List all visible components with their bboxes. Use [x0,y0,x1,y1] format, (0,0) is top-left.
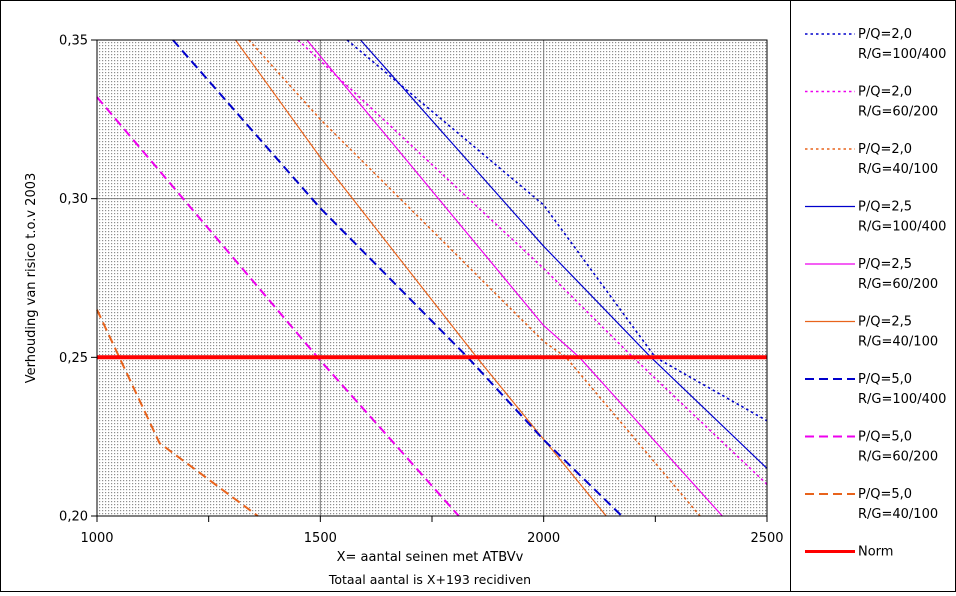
series-line-5 [306,39,723,517]
series-line-1 [346,39,768,422]
legend-item: P/Q=2,5 R/G=40/100 [805,315,938,350]
series-line-2 [297,39,768,485]
legend-label: R/G=60/200 [858,450,938,465]
legend-item: P/Q=5,0 R/G=60/200 [805,430,938,465]
legend-label: P/Q=2,5 [858,200,912,215]
series-line-7 [172,39,623,517]
y-tick-label: 0,30 [59,192,88,207]
legend-label: R/G=40/100 [858,162,938,177]
legend-item: P/Q=5,0 R/G=100/400 [805,372,946,407]
legend-item: Norm [805,545,893,560]
legend-label: P/Q=2,5 [858,257,912,272]
legend-label: R/G=40/100 [858,335,938,350]
y-tick-label: 0,25 [59,351,88,366]
x-axis-subtitle: Totaal aantal is X+193 recidiven [328,572,531,587]
series-line-6 [235,39,607,517]
legend-label: P/Q=2,5 [858,315,912,330]
y-tick-label: 0,35 [59,34,88,49]
series-layer [96,39,768,517]
legend: P/Q=2,0R/G=100/400P/Q=2,0R/G=60/200P/Q=2… [805,27,946,560]
legend-label: P/Q=5,0 [858,487,912,502]
legend-item: P/Q=5,0 R/G=40/100 [805,487,938,522]
legend-label: R/G=100/400 [858,47,946,62]
axes: 1000 1500 2000 2500 0,20 0,25 0,30 0,35 [59,34,784,547]
x-tick-label: 1000 [80,531,113,546]
legend-label: R/G=60/200 [858,105,938,120]
legend-item: P/Q=2,0 R/G=40/100 [805,142,938,177]
x-tick-label: 2500 [750,531,783,546]
series-line-8 [96,96,460,517]
legend-label: P/Q=2,0 [858,85,912,100]
legend-item: P/Q=2,5 R/G=100/400 [805,200,946,235]
x-tick-label: 2000 [527,531,560,546]
legend-label: R/G=100/400 [858,392,946,407]
legend-item: P/Q=2,5 R/G=60/200 [805,257,938,292]
legend-label: R/G=100/400 [858,220,946,235]
legend-item: P/Q=2,0 R/G=60/200 [805,85,938,120]
legend-label: P/Q=5,0 [858,372,912,387]
y-tick-label: 0,20 [59,510,88,525]
legend-label: P/Q=5,0 [858,430,912,445]
legend-label: P/Q=2,0 [858,142,912,157]
legend-item: P/Q=2,0 R/G=100/400 [805,27,946,62]
series-line-4 [360,39,768,469]
series-line-9 [96,309,259,517]
x-tick-label: 1500 [304,531,337,546]
legend-label: R/G=60/200 [858,277,938,292]
series-line-3 [248,39,701,517]
legend-label: R/G=40/100 [858,507,938,522]
plot-area [97,40,767,516]
legend-label: P/Q=2,0 [858,27,912,42]
legend-label: Norm [858,545,893,560]
y-axis-title: Verhouding van risico t.o.v 2003 [24,173,39,384]
x-axis-title: X= aantal seinen met ATBVv [337,550,524,565]
